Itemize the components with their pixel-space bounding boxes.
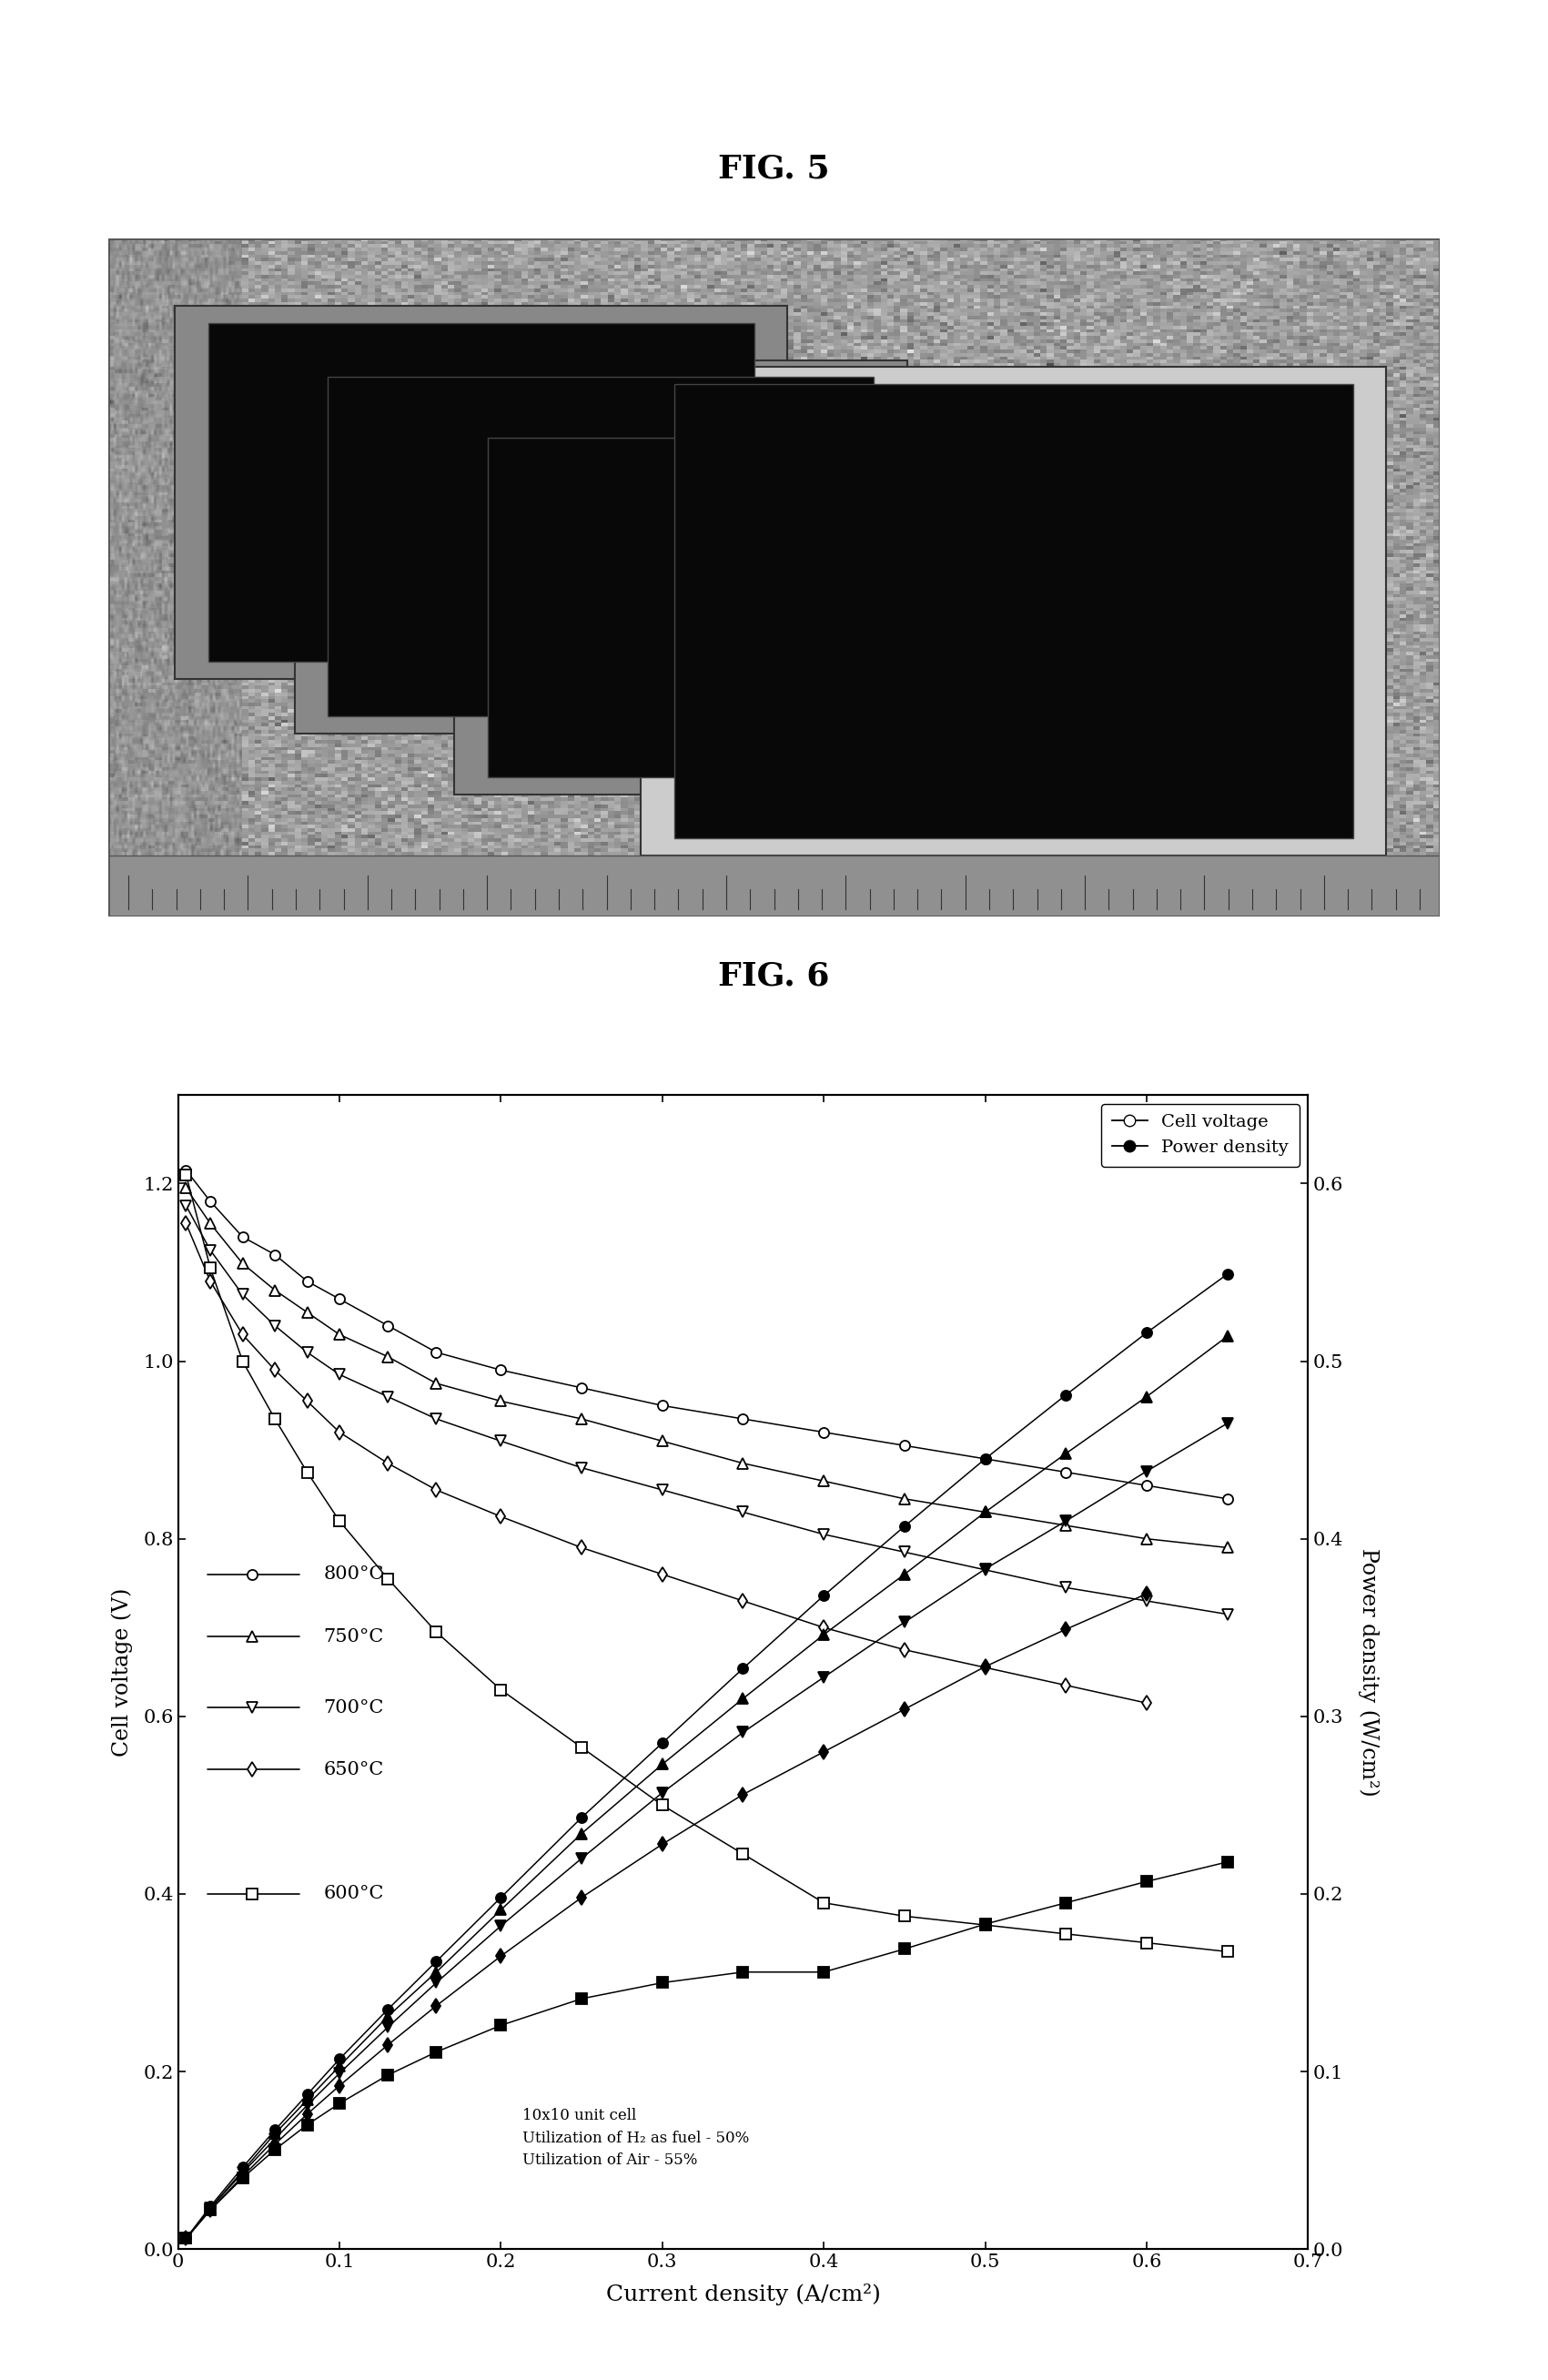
Text: FIG. 5: FIG. 5 [718, 152, 830, 186]
Text: 600°C: 600°C [324, 1885, 384, 1902]
Bar [207, 324, 754, 662]
Text: 10x10 unit cell
Utilization of H₂ as fuel - 50%
Utilization of Air - 55%: 10x10 unit cell Utilization of H₂ as fue… [523, 2109, 749, 2168]
Legend: Cell voltage, Power density: Cell voltage, Power density [1101, 1104, 1299, 1166]
Bar [328, 376, 873, 716]
Text: 800°C: 800°C [324, 1566, 384, 1583]
Y-axis label: Power density (W/cm²): Power density (W/cm²) [1358, 1547, 1379, 1797]
Text: 700°C: 700°C [324, 1699, 384, 1716]
Bar [108, 854, 1440, 916]
Bar [294, 359, 907, 733]
Bar [675, 383, 1353, 838]
Text: 650°C: 650°C [324, 1761, 384, 1778]
Bar [488, 438, 1034, 778]
X-axis label: Current density (A/cm²): Current density (A/cm²) [605, 2282, 881, 2306]
Bar [175, 307, 788, 678]
Text: 750°C: 750°C [324, 1628, 384, 1645]
Text: FIG. 6: FIG. 6 [718, 959, 830, 992]
Bar [641, 367, 1387, 854]
Y-axis label: Cell voltage (V): Cell voltage (V) [111, 1587, 133, 1756]
Bar [455, 421, 1067, 795]
